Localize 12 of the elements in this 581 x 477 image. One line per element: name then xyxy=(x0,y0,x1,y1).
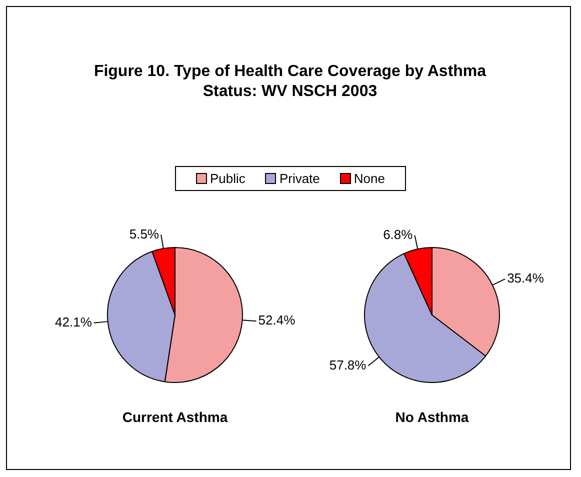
data-label: 35.4% xyxy=(507,270,544,286)
data-label: 57.8% xyxy=(329,357,367,372)
data-label: 6.8% xyxy=(383,226,414,242)
data-label: 42.1% xyxy=(55,314,92,330)
chart-title: Figure 10. Type of Health Care Coverage by Asthma Status: WV NSCH 2003 xyxy=(92,62,488,102)
data-label: 52.4% xyxy=(258,312,296,328)
legend-label: None xyxy=(352,171,385,186)
legend-label: Private xyxy=(278,171,320,186)
legend-label: Public xyxy=(209,171,246,186)
data-label: 5.5% xyxy=(129,226,160,242)
slice-label: Current Asthma xyxy=(121,409,229,425)
slice-label: No Asthma xyxy=(394,409,470,425)
